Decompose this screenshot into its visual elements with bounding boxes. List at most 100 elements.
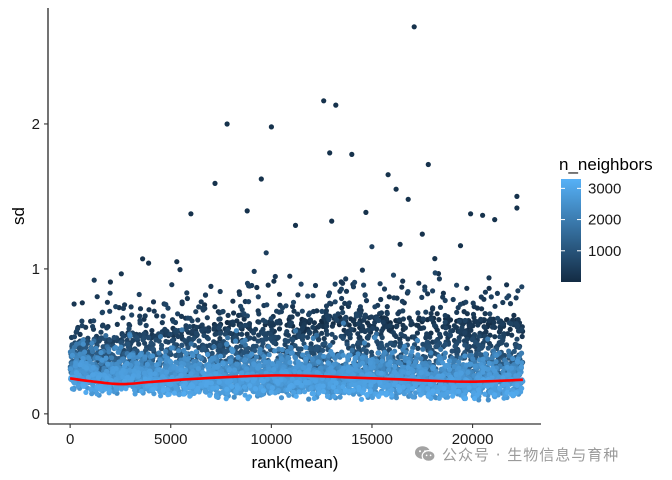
- data-point: [163, 301, 169, 308]
- data-point: [400, 369, 406, 375]
- data-point: [252, 348, 258, 354]
- data-point: [306, 396, 312, 402]
- data-point: [292, 343, 298, 349]
- data-point: [232, 378, 238, 384]
- data-point: [90, 323, 96, 330]
- data-point: [372, 335, 378, 341]
- data-point: [420, 346, 426, 352]
- data-point: [446, 358, 452, 364]
- data-point: [282, 337, 288, 343]
- data-point: [428, 311, 434, 317]
- data-point: [143, 322, 149, 329]
- data-point: [253, 343, 259, 349]
- data-point: [192, 379, 198, 385]
- data-point: [295, 292, 301, 298]
- data-point: [175, 311, 181, 317]
- data-point: [384, 304, 390, 310]
- data-point: [519, 284, 525, 290]
- data-point: [211, 344, 217, 350]
- data-point: [489, 324, 496, 330]
- data-point: [237, 291, 243, 297]
- data-point: [156, 367, 162, 373]
- data-point: [73, 370, 80, 376]
- data-point: [300, 333, 306, 339]
- data-point: [305, 293, 311, 299]
- data-point: [440, 290, 446, 296]
- data-point: [432, 322, 438, 329]
- data-point: [118, 344, 124, 350]
- data-point: [244, 313, 250, 319]
- data-point: [230, 319, 236, 325]
- data-point: [253, 354, 260, 360]
- data-point: [251, 330, 257, 336]
- data-point: [329, 331, 335, 337]
- data-point: [362, 364, 368, 370]
- data-point: [432, 270, 438, 276]
- data-point: [179, 342, 185, 348]
- data-point: [458, 370, 464, 376]
- data-point: [390, 330, 396, 336]
- data-point: [241, 316, 247, 322]
- data-point: [381, 384, 387, 390]
- data-point: [91, 277, 97, 283]
- data-point: [314, 370, 320, 376]
- data-point: [290, 389, 297, 395]
- data-point: [325, 293, 332, 299]
- data-point: [314, 344, 320, 350]
- data-point: [234, 318, 240, 324]
- data-point: [413, 390, 419, 396]
- data-point: [513, 321, 520, 327]
- data-point: [206, 363, 212, 369]
- data-point: [205, 351, 211, 358]
- data-point: [267, 336, 273, 342]
- data-point: [416, 363, 422, 369]
- data-point: [432, 256, 438, 262]
- data-point: [131, 368, 137, 374]
- data-point: [424, 339, 430, 345]
- data-point: [197, 361, 203, 367]
- data-point: [513, 295, 519, 301]
- data-point: [74, 341, 80, 347]
- data-point: [202, 389, 208, 395]
- data-point: [113, 384, 119, 390]
- data-point: [313, 332, 319, 338]
- data-point: [308, 341, 314, 347]
- data-point: [169, 282, 175, 288]
- data-point: [167, 358, 173, 364]
- data-point: [226, 367, 233, 373]
- data-point: [451, 323, 457, 329]
- data-point: [454, 282, 460, 288]
- data-point: [378, 296, 384, 303]
- data-point: [470, 356, 476, 362]
- data-point: [408, 318, 414, 324]
- data-point: [265, 282, 271, 288]
- data-point: [242, 337, 248, 343]
- data-point: [179, 299, 185, 305]
- data-point: [443, 330, 449, 337]
- data-point: [146, 307, 152, 313]
- data-point: [271, 334, 277, 340]
- data-point: [266, 352, 272, 358]
- data-point: [168, 345, 174, 351]
- data-point: [255, 365, 261, 371]
- data-point: [79, 300, 85, 306]
- data-point: [256, 332, 262, 338]
- data-point: [370, 325, 376, 331]
- data-point: [506, 353, 512, 359]
- data-point: [332, 299, 338, 305]
- data-point: [504, 282, 510, 288]
- data-point: [188, 211, 194, 217]
- data-point: [230, 298, 236, 304]
- data-point: [179, 360, 185, 366]
- data-point: [272, 390, 278, 396]
- data-point: [375, 350, 381, 356]
- data-point: [284, 329, 290, 335]
- data-point: [176, 392, 182, 398]
- data-point: [405, 388, 411, 394]
- data-point: [427, 334, 433, 340]
- data-point: [415, 345, 421, 351]
- data-point: [154, 362, 160, 368]
- data-point: [104, 325, 110, 331]
- data-point: [405, 364, 411, 370]
- data-point: [378, 370, 384, 376]
